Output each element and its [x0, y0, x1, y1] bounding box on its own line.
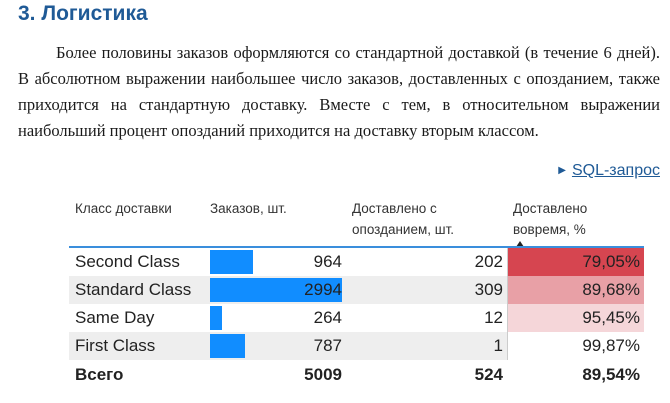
sql-query-link[interactable]: SQL-запрос [571, 162, 660, 179]
header-divider [69, 246, 644, 248]
late-cell: 309 [474, 280, 503, 299]
orders-bar-cell [210, 306, 342, 330]
section-paragraph: Более половины заказов оформляются со ст… [18, 43, 660, 140]
orders-bar [210, 334, 245, 358]
orders-cell: 964 [313, 252, 342, 271]
late-cell: 12 [484, 308, 503, 327]
total-label: Всего [75, 365, 124, 384]
table-total-row: Всего 5009 524 89,54% [69, 360, 644, 390]
table-row[interactable]: Second Class 964 202 79,05% [69, 248, 644, 276]
total-late: 524 [474, 365, 503, 384]
total-ontime-pct: 89,54% [582, 365, 640, 384]
ontime-pct-value: 95,45% [582, 308, 640, 327]
ship-class-cell: Same Day [75, 308, 155, 327]
late-cell: 1 [493, 336, 503, 355]
table-row[interactable]: Same Day 264 12 95,45% [69, 304, 644, 332]
table-row[interactable]: First Class 787 1 99,87% [69, 332, 644, 360]
sql-query-toggle[interactable]: ▶ SQL-запрос [558, 162, 660, 180]
late-cell: 202 [474, 252, 503, 271]
sort-ascending-icon[interactable] [516, 241, 524, 247]
ontime-pct-cell: 95,45% [507, 304, 644, 332]
ontime-pct-value: 79,05% [582, 252, 640, 271]
ontime-pct-value: 89,68% [582, 280, 640, 299]
orders-bar [210, 250, 253, 274]
orders-bar [210, 278, 342, 302]
orders-bar-cell [210, 250, 342, 274]
ontime-pct-value: 99,87% [582, 336, 640, 355]
table-row[interactable]: Standard Class 2994 309 89,68% [69, 276, 644, 304]
ship-class-cell: Second Class [75, 252, 180, 271]
ontime-pct-cell: 79,05% [507, 248, 644, 276]
ontime-pct-cell: 99,87% [507, 332, 644, 360]
column-header-late[interactable]: Доставлено с опозданием, шт. [352, 201, 455, 237]
orders-cell: 2994 [304, 280, 342, 299]
column-header-ontime-pct[interactable]: Доставлено вовремя, % [513, 201, 588, 237]
triangle-right-icon: ▶ [558, 165, 566, 176]
shipping-table: Класс доставки Заказов, шт. Доставлено с… [69, 190, 644, 390]
orders-cell: 264 [313, 308, 342, 327]
total-orders: 5009 [304, 365, 342, 384]
ship-class-cell: Standard Class [75, 280, 192, 299]
ontime-pct-cell: 89,68% [507, 276, 644, 304]
orders-bar-cell [210, 334, 342, 358]
table-header: Класс доставки Заказов, шт. Доставлено с… [69, 190, 644, 248]
ship-class-cell: First Class [75, 336, 156, 355]
column-divider [507, 248, 508, 360]
column-header-ship-class[interactable]: Класс доставки [75, 201, 172, 216]
section-title: 3. Логистика [18, 2, 148, 25]
orders-bar [210, 306, 222, 330]
orders-bar-cell [210, 278, 342, 302]
orders-cell: 787 [313, 336, 342, 355]
column-header-orders[interactable]: Заказов, шт. [210, 201, 287, 216]
